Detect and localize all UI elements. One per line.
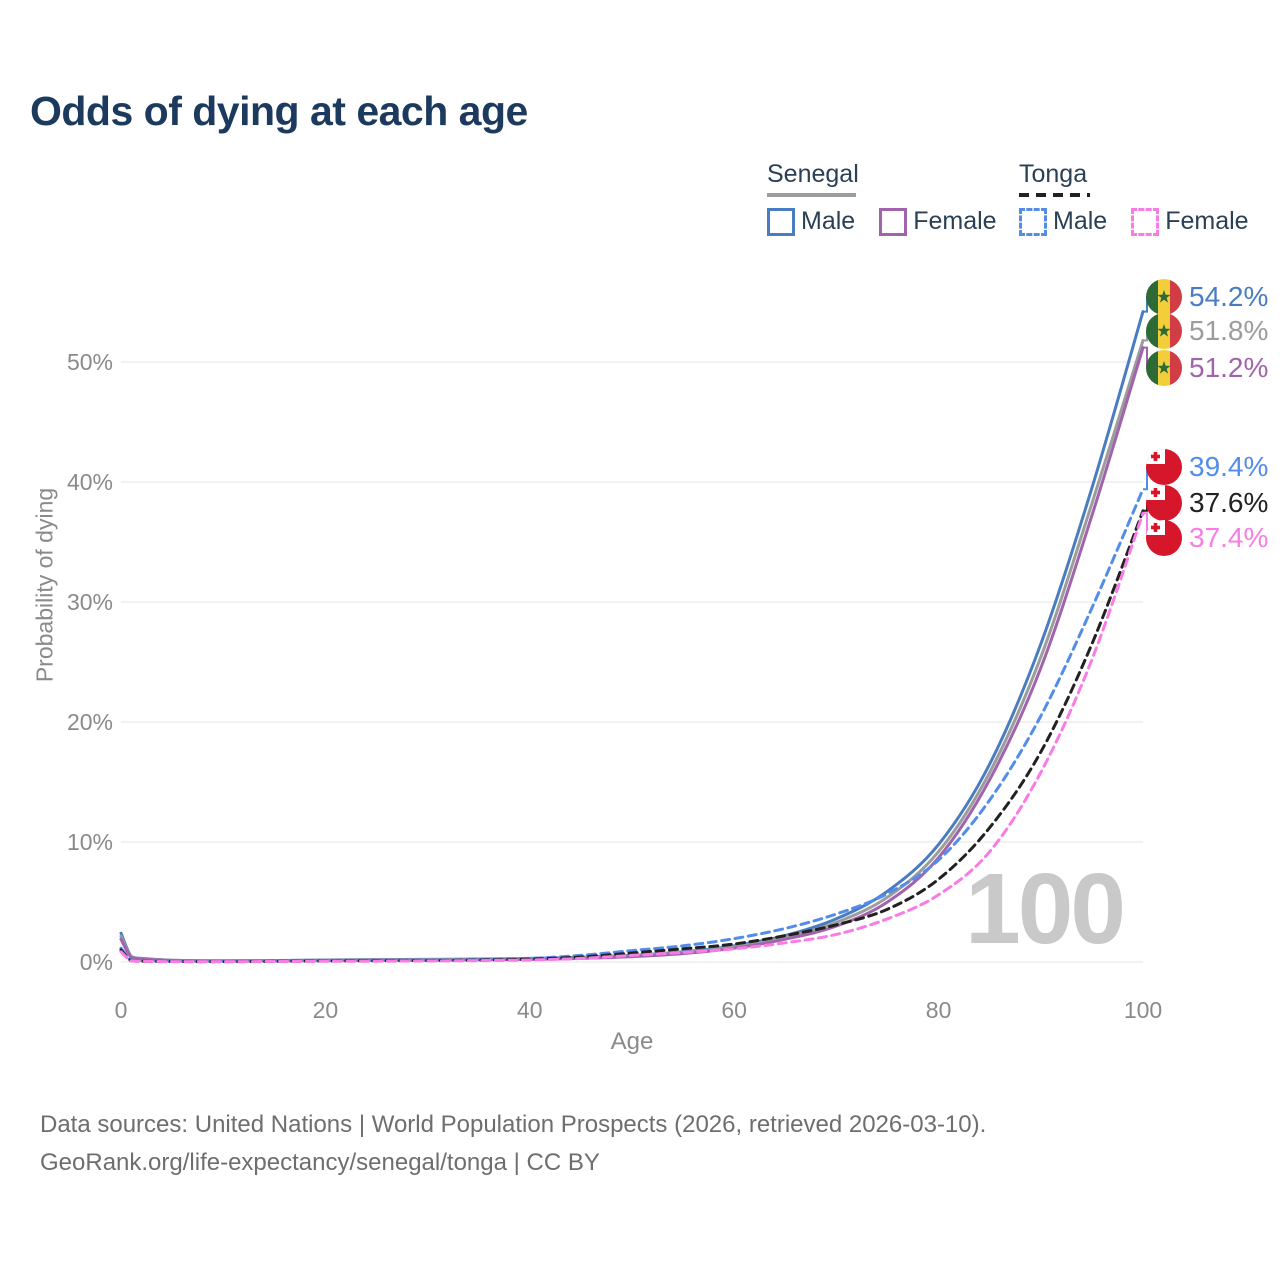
tonga-both-line-swatch — [1019, 193, 1090, 197]
end-label-senegal-both-sexes: 51.8% — [1146, 313, 1268, 349]
tonga-flag-icon — [1146, 520, 1182, 556]
x-tick-label: 100 — [1124, 997, 1162, 1023]
x-tick-label: 20 — [313, 997, 339, 1023]
senegal-flag-icon — [1146, 350, 1182, 386]
age-counter-watermark: 100 — [965, 853, 1126, 965]
end-label-value: 39.4% — [1189, 451, 1269, 482]
series-line-tonga-female[interactable] — [119, 511, 1145, 964]
source-attribution: Data sources: United Nations | World Pop… — [40, 1106, 986, 1182]
y-tick-label: 0% — [80, 949, 113, 975]
end-label-tonga-male: 39.4% — [1146, 449, 1268, 485]
end-label-value: 51.8% — [1189, 315, 1269, 346]
end-label-senegal-female: 51.2% — [1146, 350, 1268, 386]
y-tick-label: 30% — [67, 589, 113, 615]
legend-group-tonga: Tonga Male Female — [1019, 160, 1273, 236]
tonga-flag-icon — [1146, 449, 1182, 485]
tonga-male-swatch[interactable] — [1019, 207, 1047, 236]
legend-item-tonga-male[interactable]: Male — [1053, 207, 1108, 235]
y-tick-label: 50% — [67, 349, 113, 375]
end-label-value: 37.6% — [1189, 487, 1269, 518]
x-tick-label: 60 — [721, 997, 747, 1023]
end-label-value: 51.2% — [1189, 352, 1269, 383]
legend-country-senegal[interactable]: Senegal — [767, 160, 859, 188]
senegal-flag-icon — [1146, 279, 1182, 315]
senegal-flag-icon — [1146, 313, 1182, 349]
end-label-tonga-female: 37.4% — [1146, 520, 1268, 556]
data-sources-line: Data sources: United Nations | World Pop… — [40, 1111, 987, 1138]
senegal-female-swatch[interactable] — [879, 207, 908, 236]
end-label-tonga-both-sexes: 37.6% — [1146, 485, 1268, 521]
senegal-male-swatch[interactable] — [767, 207, 795, 236]
end-label-value: 37.4% — [1189, 522, 1269, 553]
x-tick-label: 40 — [517, 997, 543, 1023]
page-title: Odds of dying at each age — [30, 88, 528, 134]
y-axis-title: Probability of dying — [31, 487, 58, 683]
legend-item-tonga-female[interactable]: Female — [1165, 207, 1249, 235]
end-label-senegal-male: 54.2% — [1146, 279, 1268, 315]
legend-item-senegal-male[interactable]: Male — [801, 207, 856, 235]
x-axis-title: Age — [610, 1028, 654, 1055]
tonga-flag-icon — [1146, 485, 1182, 521]
legend-group-senegal: Senegal Male Female — [767, 160, 1021, 236]
y-tick-label: 40% — [67, 469, 113, 495]
end-label-value: 54.2% — [1189, 281, 1269, 312]
tonga-female-swatch[interactable] — [1131, 207, 1160, 236]
y-tick-label: 10% — [67, 829, 113, 855]
legend-country-tonga[interactable]: Tonga — [1019, 160, 1088, 188]
legend-item-senegal-female[interactable]: Female — [913, 207, 997, 235]
x-tick-label: 80 — [926, 997, 952, 1023]
x-tick-label: 0 — [115, 997, 128, 1023]
y-tick-label: 20% — [67, 709, 113, 735]
license-line: GeoRank.org/life-expectancy/senegal/tong… — [40, 1148, 600, 1176]
senegal-both-line-swatch — [767, 193, 856, 197]
